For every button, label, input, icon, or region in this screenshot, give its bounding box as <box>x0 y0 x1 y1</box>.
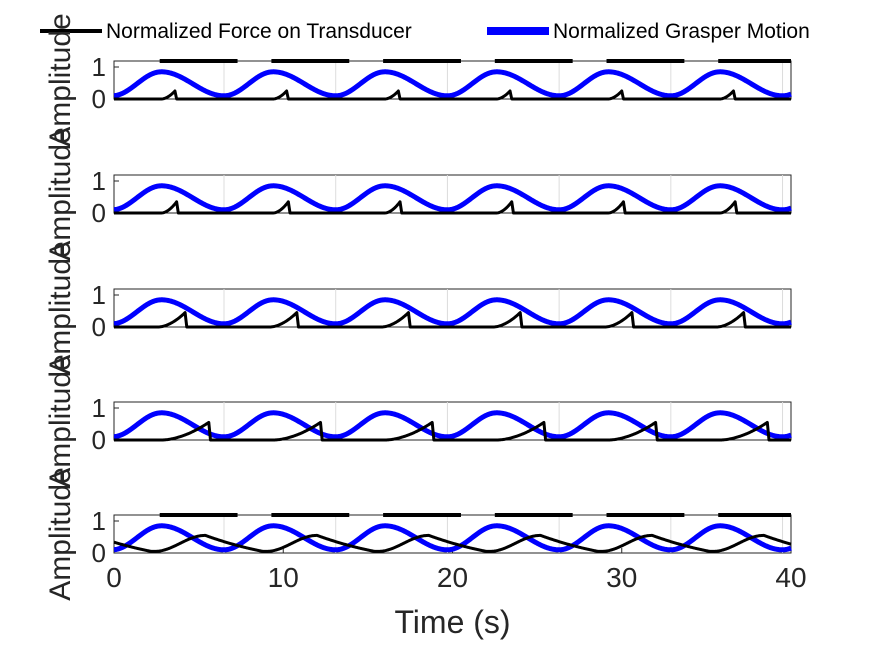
ytick-label: 1 <box>92 166 106 196</box>
ylabel: Amplitude <box>44 13 77 146</box>
subplot-3: 01 Amplitude <box>44 241 793 375</box>
subplot-4: 01 Amplitude <box>44 354 793 488</box>
series-grasper-motion <box>112 69 793 99</box>
subplot-1: 01 Amplitude <box>44 13 793 147</box>
ylabel: Amplitude <box>44 354 77 487</box>
ytick-label: 1 <box>92 506 106 536</box>
xtick-label: 10 <box>268 562 299 593</box>
legend: Normalized Force on Transducer Normalize… <box>40 20 810 43</box>
ylabel: Amplitude <box>44 127 77 260</box>
ytick-label: 1 <box>92 393 106 423</box>
ytick-label: 0 <box>92 84 106 114</box>
ytick-label: 0 <box>92 538 106 568</box>
series-force-on-transducer <box>113 200 792 215</box>
period-gridlines <box>223 402 784 440</box>
series-grasper-motion <box>112 410 793 440</box>
subplot-5: 01 Amplitude 0 10 20 30 40 Time (s) <box>44 467 807 640</box>
series-grasper-motion <box>112 523 793 553</box>
ytick-label: 1 <box>92 280 106 310</box>
legend-label-motion: Normalized Grasper Motion <box>553 20 810 43</box>
ytick-label: 0 <box>92 198 106 228</box>
ylabel: Amplitude <box>44 467 77 600</box>
legend-label-force: Normalized Force on Transducer <box>106 20 412 43</box>
xlabel: Time (s) <box>394 604 510 640</box>
period-gridlines <box>223 175 784 213</box>
xtick-label: 0 <box>106 562 122 593</box>
series-force-on-transducer <box>113 420 792 442</box>
xtick-label: 30 <box>606 562 637 593</box>
ytick-label: 1 <box>92 52 106 82</box>
period-gridlines <box>223 61 784 99</box>
series-grasper-motion <box>112 183 793 213</box>
period-gridlines <box>223 515 784 553</box>
series-force-on-transducer <box>113 89 792 101</box>
series-force-on-transducer <box>113 311 792 329</box>
ylabel: Amplitude <box>44 241 77 374</box>
series-grasper-motion <box>112 297 793 327</box>
xtick-label: 20 <box>437 562 468 593</box>
period-gridlines <box>223 289 784 327</box>
xtick-label: 40 <box>775 562 806 593</box>
subplot-2: 01 Amplitude <box>44 127 793 261</box>
series-force-on-transducer <box>113 533 792 553</box>
ytick-label: 0 <box>92 312 106 342</box>
ytick-label: 0 <box>92 425 106 455</box>
